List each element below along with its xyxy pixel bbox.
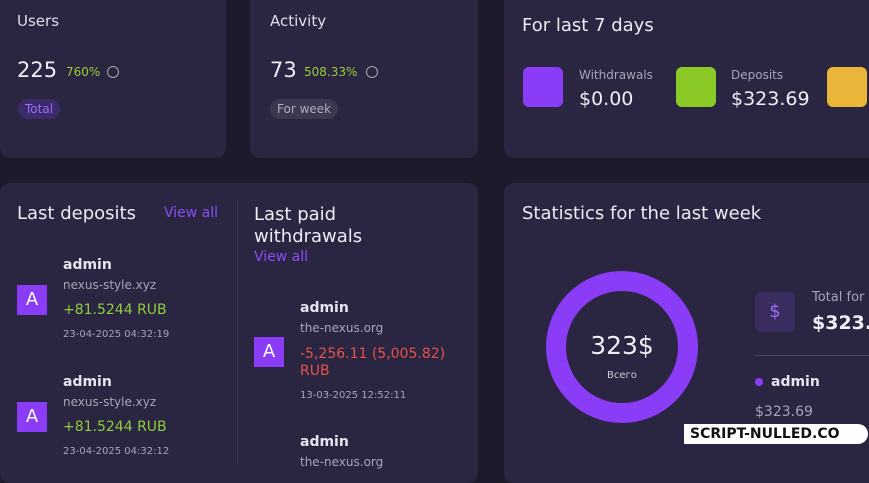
value: $323.69 <box>731 88 810 110</box>
dollar-icon: $ <box>755 292 795 332</box>
amount: +81.5244 RUB <box>63 302 167 318</box>
total: 323$ <box>590 331 654 360</box>
icon <box>523 67 563 107</box>
watermark: SCRIPT-NULLED.CO <box>684 424 868 444</box>
label: Activity <box>270 12 327 30</box>
summary-value: $323.6 <box>812 312 869 334</box>
view-all[interactable]: View all <box>254 249 309 265</box>
summary-label: Total for <box>812 290 865 305</box>
badge: Total <box>18 99 61 119</box>
user: admin <box>63 257 112 273</box>
info-icon <box>366 66 378 78</box>
title: For last 7 days <box>522 15 654 36</box>
avatar: A <box>17 402 47 432</box>
title: Last paid withdrawals <box>254 204 363 247</box>
user: admin <box>300 300 349 316</box>
label: Users <box>17 12 60 30</box>
label: Deposits <box>731 68 784 82</box>
transactions-card <box>0 183 478 483</box>
badge: For week <box>270 99 339 119</box>
date: 13-03-2025 12:52:11 <box>300 390 407 401</box>
user: admin <box>63 374 112 390</box>
info-icon <box>107 66 119 78</box>
view-all[interactable]: View all <box>164 205 219 221</box>
value: 225 <box>17 58 58 82</box>
change: 760% <box>66 65 101 79</box>
site: the-nexus.org <box>300 321 384 335</box>
icon <box>827 67 867 107</box>
label: Withdrawals <box>579 68 653 82</box>
divider <box>237 200 238 464</box>
avatar: A <box>17 285 47 315</box>
site: nexus-style.xyz <box>63 395 157 409</box>
legend-dot <box>755 378 763 386</box>
activity-card <box>250 0 478 158</box>
date: 23-04-2025 04:32:12 <box>63 446 170 457</box>
title: Statistics for the last week <box>522 203 762 224</box>
total-label: Всего <box>607 370 637 381</box>
site: nexus-style.xyz <box>63 278 157 292</box>
value: $0.00 <box>579 88 634 110</box>
icon <box>676 67 716 107</box>
change: 508.33% <box>304 65 358 79</box>
site: the-nexus.org <box>300 455 384 469</box>
value: 73 <box>270 58 297 82</box>
amount: +81.5244 RUB <box>63 419 167 435</box>
legend-name: admin <box>771 374 820 390</box>
users-card <box>0 0 226 158</box>
date: 23-04-2025 04:32:19 <box>63 329 170 340</box>
avatar: A <box>254 337 284 367</box>
title: Last deposits <box>17 203 136 224</box>
legend-value: $323.69 <box>755 404 813 420</box>
divider <box>755 355 869 356</box>
amount: -5,256.11 (5,005.82) RUB <box>300 346 446 379</box>
user: admin <box>300 434 349 450</box>
